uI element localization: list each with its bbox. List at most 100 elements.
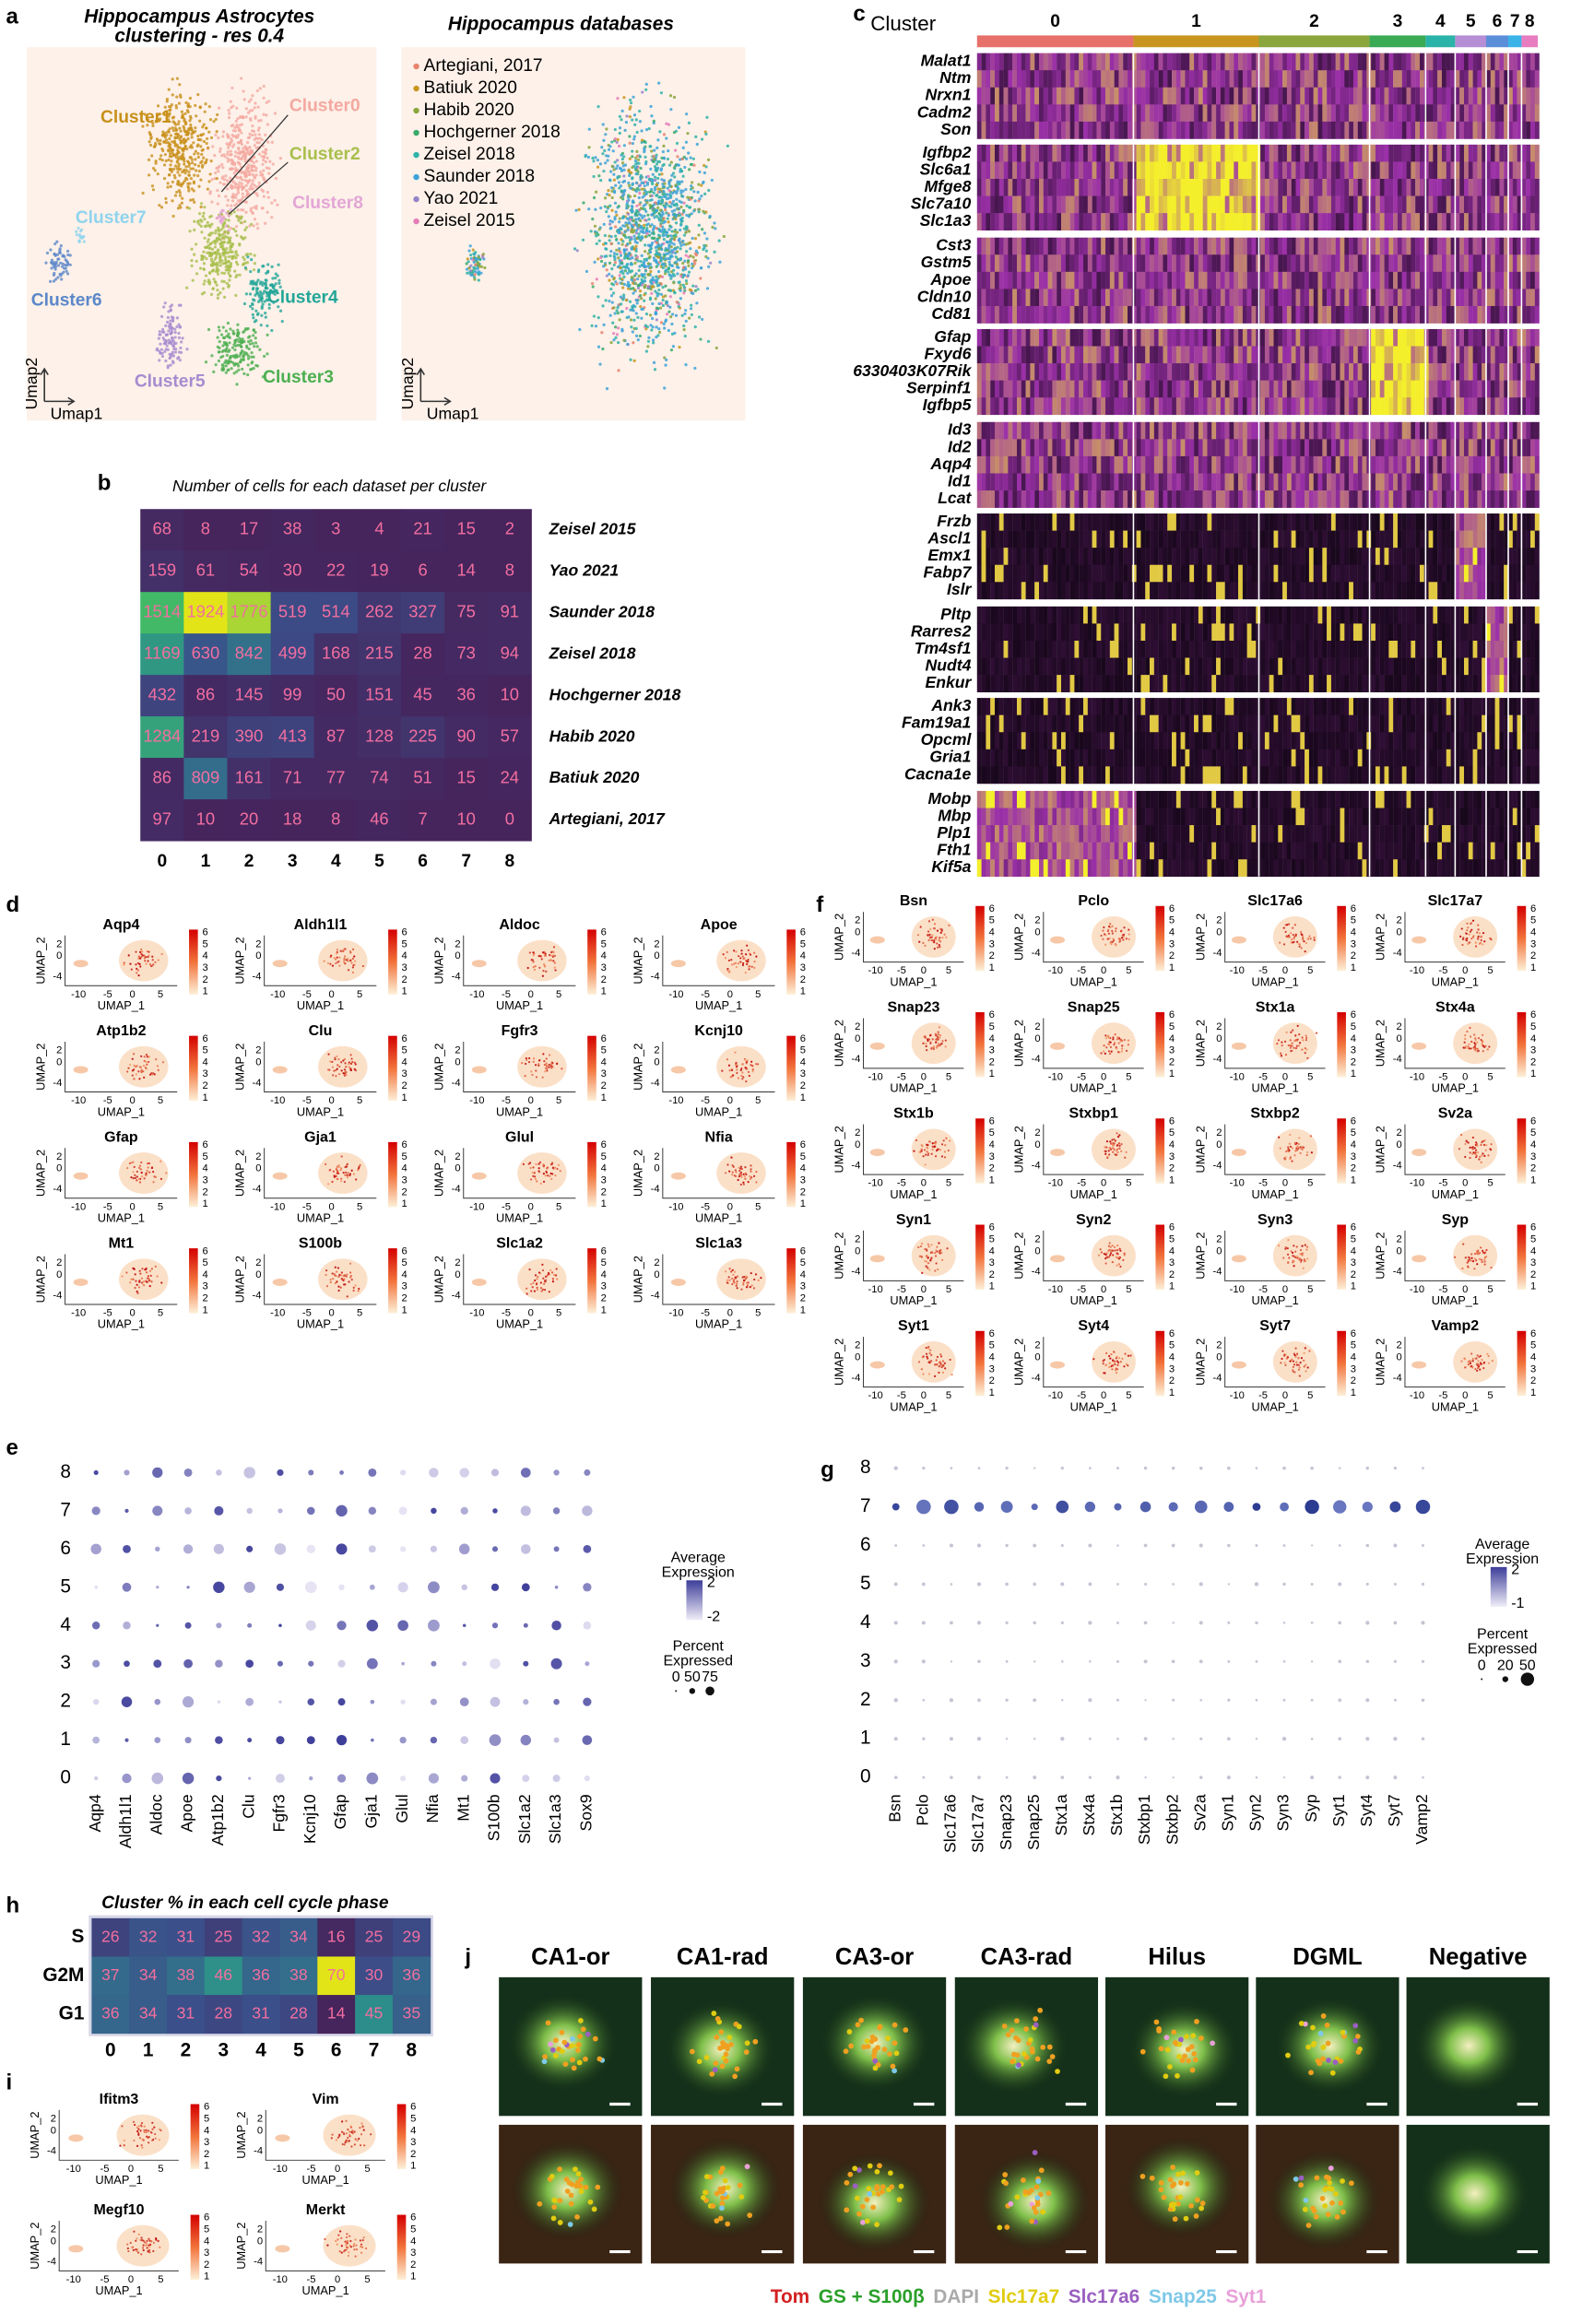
umap-point	[183, 171, 187, 175]
umap-point	[681, 195, 685, 198]
umap-point	[620, 302, 623, 306]
umap-point	[166, 182, 170, 185]
heatmap-cell	[1246, 104, 1252, 123]
heatmap-cell	[1512, 195, 1517, 214]
heatmap-cell	[1150, 237, 1155, 255]
umap-point	[249, 208, 253, 213]
umap-point	[608, 313, 612, 317]
heatmap-cell	[1012, 195, 1018, 214]
umap-point	[210, 222, 214, 226]
heatmap-cell	[1393, 213, 1399, 231]
umap-point	[698, 197, 702, 201]
umap-point	[262, 154, 266, 159]
heatmap-cell	[1295, 254, 1301, 273]
heatmap-cell	[1096, 70, 1102, 88]
heatmap-cell	[1388, 70, 1394, 88]
heatmap-cell	[1185, 70, 1190, 88]
heatmap-cell	[1317, 70, 1323, 88]
umap-point	[663, 219, 667, 224]
heatmap-cell	[1406, 104, 1411, 123]
umap-point	[674, 221, 679, 225]
umap-point	[689, 162, 693, 167]
umap-point	[204, 360, 208, 364]
umap-point	[639, 166, 643, 171]
heatmap-cell	[1269, 254, 1274, 273]
heatmap-cell	[1096, 144, 1102, 162]
heatmap-cell	[1397, 213, 1402, 231]
heatmap-cell	[1175, 53, 1181, 71]
umap-point	[188, 182, 192, 185]
umap-point	[671, 199, 676, 203]
heatmap-cell	[1016, 271, 1021, 289]
umap-point	[246, 167, 250, 171]
umap-point	[154, 119, 158, 123]
heatmap-cell	[1330, 121, 1336, 139]
umap-point	[675, 141, 679, 146]
umap-point	[596, 159, 600, 162]
umap-point	[607, 188, 610, 193]
heatmap-cell	[1150, 87, 1155, 105]
umap-point	[625, 206, 629, 210]
heatmap-cell	[1327, 178, 1332, 196]
heatmap-cell	[1278, 104, 1283, 123]
heatmap-cell	[1423, 178, 1429, 196]
umap-point	[244, 147, 248, 150]
umap-point	[216, 249, 219, 253]
umap-point	[655, 170, 658, 173]
umap-point	[168, 127, 171, 131]
umap-point	[466, 271, 469, 275]
heatmap-cell	[1105, 178, 1110, 196]
umap-point	[270, 201, 274, 205]
umap-point	[244, 351, 248, 355]
umap-point	[220, 162, 224, 167]
heatmap-cell	[1069, 254, 1075, 273]
umap-point	[661, 150, 665, 154]
cell-value: 97	[153, 808, 171, 828]
heatmap-cell	[1335, 178, 1340, 196]
umap-point	[650, 291, 654, 295]
heatmap-cell	[1433, 178, 1438, 196]
umap-point	[607, 215, 610, 218]
heatmap-cell	[1234, 237, 1239, 255]
heatmap-cell	[1220, 53, 1225, 71]
umap-point	[159, 157, 162, 161]
heatmap-cell	[1039, 121, 1044, 139]
heatmap-cell	[1043, 237, 1048, 255]
umap-point	[262, 195, 266, 198]
umap-point	[256, 278, 260, 282]
heatmap-cell	[1234, 87, 1239, 105]
umap-point	[601, 152, 605, 156]
umap-point	[262, 112, 266, 116]
heatmap-cell	[998, 237, 1004, 255]
umap-point	[180, 201, 183, 205]
heatmap-cell	[1234, 271, 1239, 289]
umap-point	[166, 185, 170, 189]
umap-point	[693, 199, 697, 203]
umap-point	[214, 242, 218, 245]
umap-point	[238, 181, 242, 184]
umap-point	[709, 261, 713, 265]
umap-point	[278, 157, 282, 160]
heatmap-cell	[1140, 53, 1146, 71]
heatmap-cell	[1423, 144, 1429, 162]
heatmap-cell	[1428, 178, 1434, 196]
heatmap-cell	[1371, 254, 1376, 273]
umap-point	[592, 195, 596, 200]
heatmap-cell	[1030, 213, 1035, 231]
cell-value: 57	[501, 726, 519, 745]
umap-point	[586, 155, 591, 159]
umap-point	[657, 327, 661, 331]
umap-point	[201, 254, 205, 258]
heatmap-cell	[1512, 254, 1517, 273]
heatmap-cell	[1175, 195, 1181, 214]
umap-point	[664, 257, 667, 261]
umap-point	[632, 234, 636, 238]
heatmap-cell	[1401, 104, 1407, 123]
heatmap-cell	[1105, 70, 1110, 88]
heatmap-cell	[1216, 195, 1222, 214]
umap-point	[626, 242, 630, 246]
umap-point	[224, 371, 228, 374]
umap-point	[612, 168, 616, 171]
umap-point	[65, 264, 69, 267]
umap-point	[214, 171, 218, 175]
